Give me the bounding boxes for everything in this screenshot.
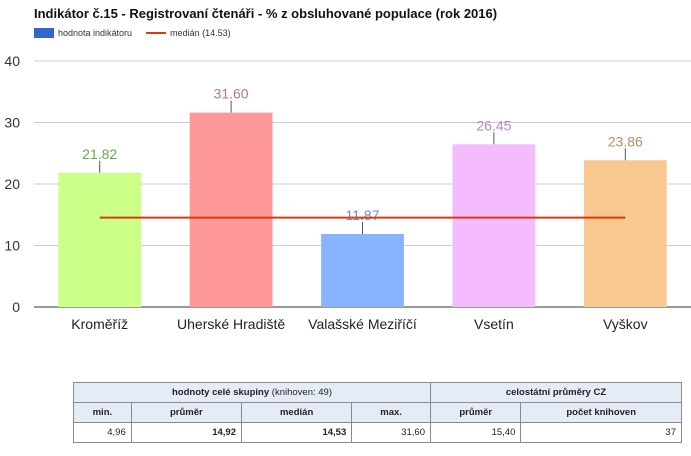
y-tick-label: 30	[4, 115, 20, 131]
category-label: Uherské Hradiště	[177, 316, 285, 332]
value-label: 31.60	[214, 86, 249, 102]
bar	[189, 112, 273, 307]
value-label: 21.82	[82, 146, 117, 162]
category-label: Valašské Meziříčí	[308, 316, 417, 332]
bar-chart: 0 10 20 30 40 21.82 Kroměříž 31.60 Uherské Hradi…	[4, 53, 691, 332]
val-min: 4,96	[73, 422, 132, 443]
legend-bar-swatch	[34, 28, 54, 38]
category-label: Kroměříž	[71, 316, 128, 332]
group-header-note: (knihoven: 49)	[271, 387, 332, 398]
group-header: hodnoty celé skupiny	[172, 387, 270, 398]
col-nat-avg: průměr	[429, 402, 522, 423]
value-label: 26.45	[476, 117, 511, 133]
val-nat-count: 37	[520, 422, 682, 443]
legend-median-label: medián (14.53)	[170, 28, 231, 38]
bar	[452, 144, 536, 307]
national-header: celostátní průměry CZ	[430, 382, 682, 403]
col-avg: průměr	[130, 402, 243, 423]
legend-bar-label: hodnota indikátoru	[58, 28, 133, 38]
col-min: min.	[73, 402, 132, 423]
val-nat-avg: 15,40	[429, 422, 522, 443]
col-median: medián	[240, 402, 353, 423]
bar	[321, 233, 404, 307]
group-header-cell: hodnoty celé skupiny (knihoven: 49)	[73, 382, 431, 403]
col-nat-count: počet knihoven	[520, 402, 682, 423]
bar	[583, 160, 667, 307]
y-tick-label: 0	[12, 299, 20, 315]
value-label: 23.86	[608, 133, 643, 149]
value-label: 11.87	[346, 207, 380, 223]
val-median: 14,53	[240, 422, 353, 443]
y-tick-label: 40	[4, 53, 20, 69]
bar	[58, 172, 142, 307]
category-label: Vyškov	[603, 316, 648, 332]
y-tick-label: 20	[4, 176, 20, 192]
val-avg: 14,92	[130, 422, 243, 443]
chart-title: Indikátor č.15 - Registrovaní čtenáři - …	[34, 6, 498, 21]
col-max: max.	[351, 402, 431, 423]
y-tick-label: 10	[4, 238, 20, 254]
val-max: 31,60	[351, 422, 431, 443]
legend-median-swatch	[146, 32, 167, 34]
category-label: Vsetín	[474, 316, 514, 332]
legend: hodnota indikátoru medián (14.53)	[34, 27, 231, 39]
summary-table: hodnoty celé skupiny (knihoven: 49) celo…	[73, 382, 682, 443]
